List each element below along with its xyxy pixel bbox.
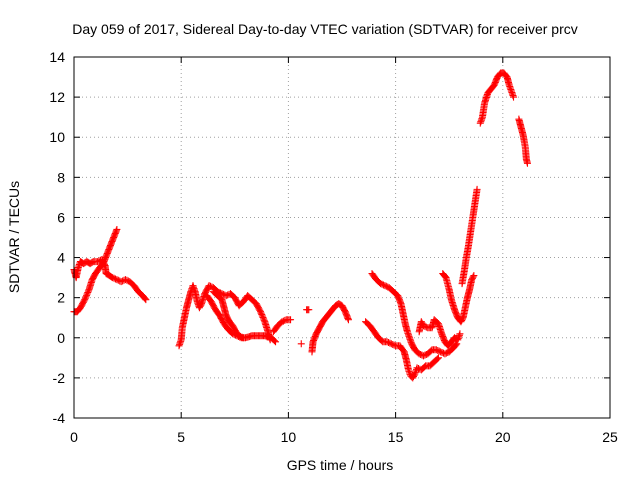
data-point [270, 337, 278, 345]
data-point [113, 225, 121, 233]
data-track-5 [269, 316, 295, 336]
y-tick-label: -2 [53, 370, 66, 386]
data-point [239, 334, 247, 342]
data-point [434, 354, 442, 362]
data-track-8 [308, 300, 352, 356]
data-points [70, 69, 531, 382]
data-point [141, 295, 149, 303]
data-point [142, 296, 150, 304]
y-tick-label: -4 [53, 410, 66, 426]
data-track-11 [415, 316, 464, 350]
y-axis-label: SDTVAR / TECUs [6, 181, 22, 293]
data-track-13 [458, 185, 481, 288]
data-track-6 [297, 340, 305, 348]
data-point [470, 272, 478, 280]
data-point [287, 316, 295, 324]
x-tick-label: 0 [70, 429, 78, 445]
data-point [297, 340, 305, 348]
y-tick-label: 10 [49, 129, 65, 145]
x-axis-label: GPS time / hours [287, 457, 394, 473]
x-tick-label: 10 [281, 429, 297, 445]
axis-ticks: 0 5 10 15 20 25 -4 -2 0 2 4 6 8 10 12 14 [49, 49, 618, 445]
data-track-14 [476, 69, 518, 127]
data-point [473, 185, 481, 193]
data-point [433, 355, 441, 363]
data-track-0 [70, 256, 150, 304]
data-track-1 [70, 225, 121, 316]
data-track-2 [175, 282, 274, 350]
y-tick-label: 0 [57, 330, 65, 346]
plot-frame [73, 56, 611, 419]
data-track-10 [368, 270, 461, 360]
data-track-7 [303, 306, 313, 314]
data-point [510, 93, 518, 101]
y-tick-label: 8 [57, 169, 65, 185]
y-tick-label: 2 [57, 290, 65, 306]
data-point [452, 341, 460, 349]
data-point [272, 338, 280, 346]
grid-lines [74, 57, 610, 418]
data-track-15 [515, 115, 531, 167]
data-track-9 [362, 318, 442, 382]
chart-title: Day 059 of 2017, Sidereal Day-to-day VTE… [72, 21, 578, 37]
y-tick-label: 4 [57, 250, 65, 266]
data-track-4 [209, 288, 247, 342]
data-point [238, 333, 246, 341]
x-tick-label: 5 [177, 429, 185, 445]
data-point [305, 306, 313, 314]
data-point [344, 316, 352, 324]
x-tick-label: 20 [495, 429, 511, 445]
data-point [469, 273, 477, 281]
y-tick-label: 14 [49, 49, 65, 65]
y-tick-label: 12 [49, 89, 65, 105]
x-tick-label: 15 [388, 429, 404, 445]
data-point [523, 159, 531, 167]
data-track-12 [439, 270, 478, 326]
data-point [456, 330, 464, 338]
y-tick-label: 6 [57, 209, 65, 225]
x-tick-label: 25 [602, 429, 618, 445]
